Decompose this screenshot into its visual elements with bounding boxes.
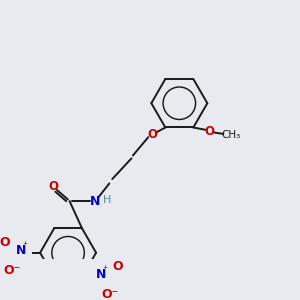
Text: CH₃: CH₃ [221, 130, 240, 140]
Text: O: O [112, 260, 123, 273]
Text: ⁺: ⁺ [22, 241, 27, 251]
Text: O: O [48, 180, 59, 193]
Text: N: N [16, 244, 26, 257]
Text: O: O [0, 236, 10, 249]
Text: N: N [89, 195, 100, 208]
Text: O⁻: O⁻ [4, 264, 21, 277]
Text: ⁺: ⁺ [102, 266, 107, 275]
Text: O: O [147, 128, 157, 141]
Text: N: N [96, 268, 106, 281]
Text: O⁻: O⁻ [101, 288, 119, 300]
Text: O: O [205, 125, 214, 138]
Text: H: H [103, 195, 111, 205]
